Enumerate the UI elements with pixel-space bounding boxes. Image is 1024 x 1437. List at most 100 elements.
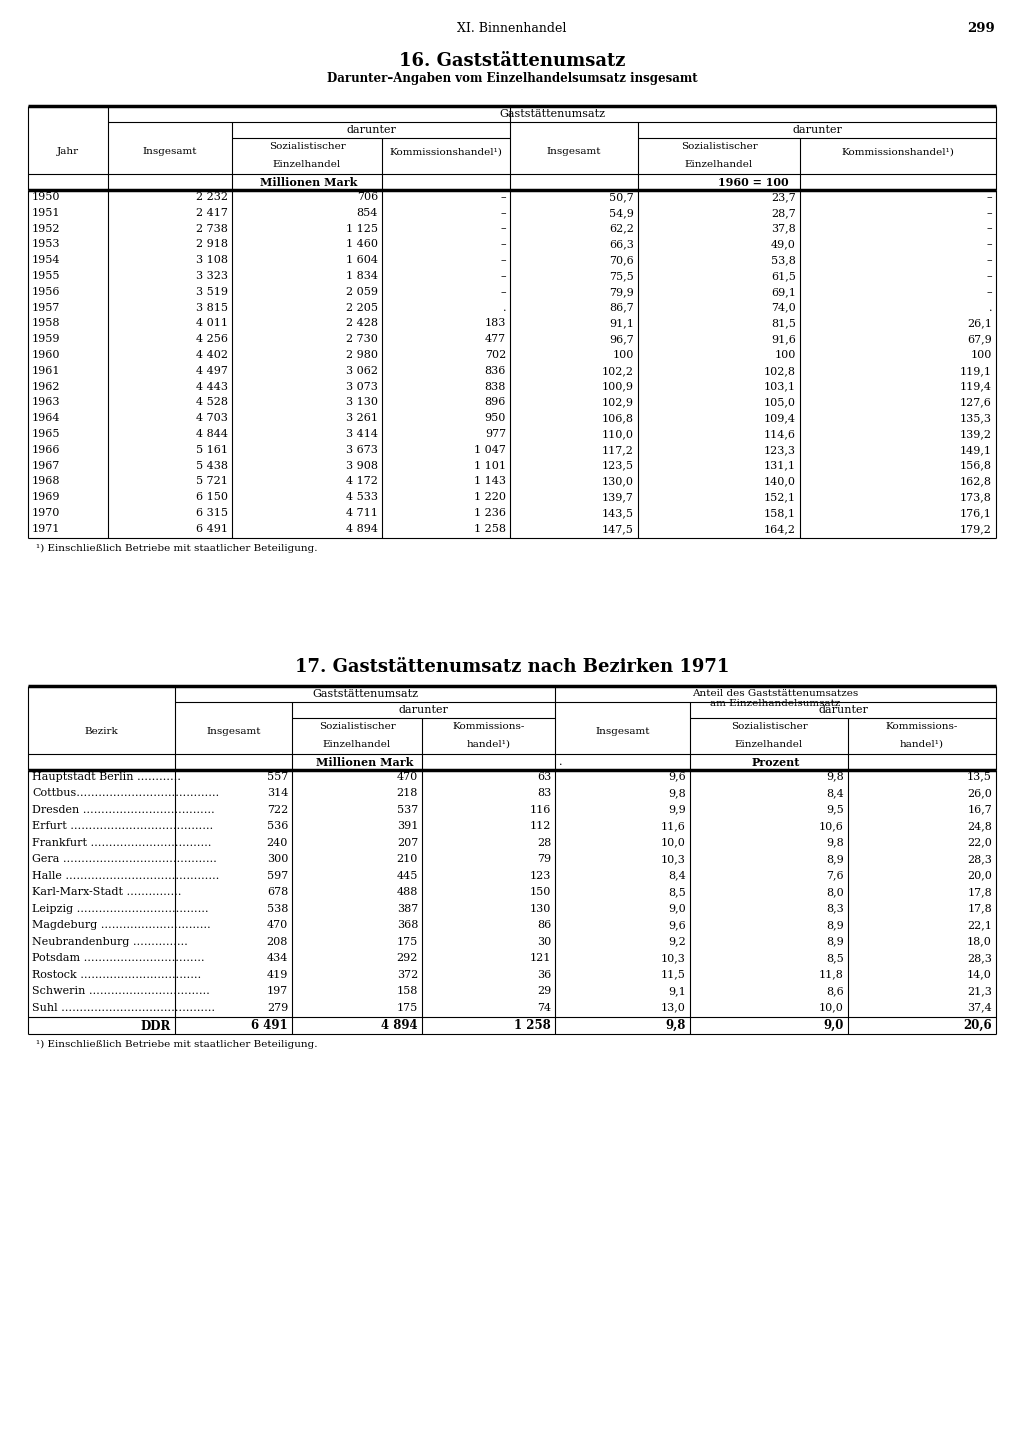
Text: 96,7: 96,7 [609,335,634,345]
Text: 2 205: 2 205 [346,303,378,313]
Text: 28: 28 [537,838,551,848]
Text: Karl-Marx-Stadt ……………: Karl-Marx-Stadt …………… [32,887,181,897]
Text: 8,0: 8,0 [826,887,844,897]
Text: 49,0: 49,0 [771,240,796,250]
Text: –: – [501,240,506,250]
Text: 24,8: 24,8 [967,821,992,831]
Text: 1 460: 1 460 [346,240,378,250]
Text: 139,2: 139,2 [961,430,992,438]
Text: 66,3: 66,3 [609,240,634,250]
Text: Sozialistischer: Sozialistischer [731,721,807,730]
Text: 419: 419 [266,970,288,980]
Text: Insgesamt: Insgesamt [142,148,198,157]
Text: 183: 183 [484,319,506,329]
Text: 300: 300 [266,854,288,864]
Text: 8,4: 8,4 [826,787,844,798]
Text: 4 711: 4 711 [346,509,378,517]
Text: .: . [503,303,506,313]
Text: 10,3: 10,3 [662,854,686,864]
Text: Sozialistischer: Sozialistischer [268,142,345,151]
Text: 3 108: 3 108 [196,256,228,266]
Text: 977: 977 [485,430,506,438]
Text: Gera ……………………………………: Gera …………………………………… [32,854,217,864]
Text: 1956: 1956 [32,287,60,297]
Text: 106,8: 106,8 [602,414,634,424]
Text: 102,2: 102,2 [602,366,634,376]
Text: 74: 74 [537,1003,551,1013]
Text: 74,0: 74,0 [771,303,796,313]
Text: 1 125: 1 125 [346,224,378,234]
Text: 26,1: 26,1 [967,319,992,329]
Text: 1 220: 1 220 [474,493,506,502]
Text: 61,5: 61,5 [771,272,796,282]
Text: 1963: 1963 [32,398,60,408]
Text: 102,8: 102,8 [764,366,796,376]
Text: 5 721: 5 721 [197,477,228,486]
Text: ¹) Einschließlich Betriebe mit staatlicher Beteiligung.: ¹) Einschließlich Betriebe mit staatlich… [36,543,317,553]
Text: –: – [986,208,992,218]
Text: 179,2: 179,2 [961,525,992,533]
Text: 3 130: 3 130 [346,398,378,408]
Text: 470: 470 [266,920,288,930]
Text: Neubrandenburg ……………: Neubrandenburg …………… [32,937,187,947]
Text: 121: 121 [529,953,551,963]
Text: 9,6: 9,6 [669,920,686,930]
Text: 62,2: 62,2 [609,224,634,234]
Text: 299: 299 [968,22,995,34]
Text: –: – [501,287,506,297]
Text: 536: 536 [266,821,288,831]
Text: 11,5: 11,5 [662,970,686,980]
Text: Darunter–Angaben vom Einzelhandelsumsatz insgesamt: Darunter–Angaben vom Einzelhandelsumsatz… [327,72,697,85]
Text: 387: 387 [396,904,418,914]
Text: 81,5: 81,5 [771,319,796,329]
Text: 1 047: 1 047 [474,445,506,454]
Text: 91,6: 91,6 [771,335,796,345]
Text: 158: 158 [396,986,418,996]
Text: 63: 63 [537,772,551,782]
Text: 1955: 1955 [32,272,60,282]
Text: 1960: 1960 [32,351,60,361]
Text: 123: 123 [529,871,551,881]
Text: 119,1: 119,1 [961,366,992,376]
Text: 4 894: 4 894 [381,1019,418,1032]
Text: 2 730: 2 730 [346,335,378,345]
Text: 210: 210 [396,854,418,864]
Text: darunter: darunter [346,125,396,135]
Text: 1967: 1967 [32,461,60,470]
Text: 434: 434 [266,953,288,963]
Text: 162,8: 162,8 [961,477,992,486]
Text: –: – [501,272,506,282]
Text: 1968: 1968 [32,477,60,486]
Text: 139,7: 139,7 [602,493,634,502]
Text: Gaststättenumsatz: Gaststättenumsatz [499,109,605,119]
Text: 4 703: 4 703 [197,414,228,424]
Text: Einzelhandel: Einzelhandel [685,160,753,170]
Text: 28,3: 28,3 [967,854,992,864]
Text: 10,0: 10,0 [662,838,686,848]
Text: Kommissionshandel¹): Kommissionshandel¹) [389,148,503,157]
Text: 706: 706 [356,193,378,203]
Text: 54,9: 54,9 [609,208,634,218]
Text: 11,6: 11,6 [662,821,686,831]
Text: 50,7: 50,7 [609,193,634,203]
Text: 123,5: 123,5 [602,461,634,470]
Text: 17,8: 17,8 [968,887,992,897]
Text: 7,6: 7,6 [826,871,844,881]
Text: 3 519: 3 519 [196,287,228,297]
Text: –: – [986,193,992,203]
Text: Kommissionshandel¹): Kommissionshandel¹) [842,148,954,157]
Text: –: – [501,193,506,203]
Text: Millionen Mark: Millionen Mark [260,177,357,188]
Text: Dresden ………………………………: Dresden ……………………………… [32,805,215,815]
Text: 950: 950 [484,414,506,424]
Text: 110,0: 110,0 [602,430,634,438]
Text: 597: 597 [266,871,288,881]
Text: –: – [501,208,506,218]
Text: Sozialistischer: Sozialistischer [318,721,395,730]
Text: 1954: 1954 [32,256,60,266]
Text: 1969: 1969 [32,493,60,502]
Text: 8,6: 8,6 [826,986,844,996]
Text: 3 261: 3 261 [346,414,378,424]
Text: 279: 279 [266,1003,288,1013]
Text: 2 918: 2 918 [196,240,228,250]
